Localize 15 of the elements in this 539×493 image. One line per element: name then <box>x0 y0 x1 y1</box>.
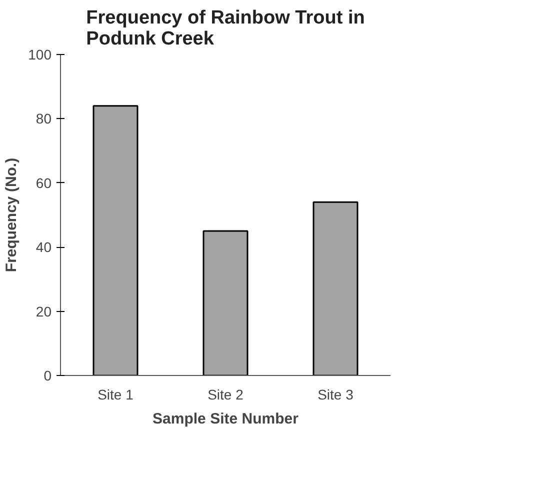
bar <box>92 105 138 376</box>
y-tick-label: 60 <box>36 174 52 191</box>
x-tick-label: Site 3 <box>318 386 354 402</box>
bar <box>202 230 248 376</box>
y-tick-label: 20 <box>36 303 52 320</box>
y-tick-label: 40 <box>36 239 52 256</box>
x-tick-label: Site 1 <box>98 386 134 402</box>
y-tick-label: 80 <box>36 110 52 127</box>
y-tick-label: 100 <box>28 46 52 62</box>
y-tick-label: 0 <box>44 368 52 384</box>
y-axis-title: Frequency (No.) <box>3 158 20 272</box>
chart-title: Frequency of Rainbow Trout in Podunk Creek <box>86 8 365 50</box>
bar <box>312 201 358 376</box>
x-axis-title: Sample Site Number <box>152 410 299 428</box>
x-tick-label: Site 2 <box>208 386 244 402</box>
